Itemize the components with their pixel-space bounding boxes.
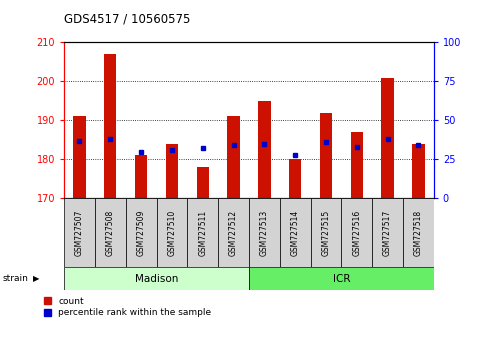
Bar <box>382 78 394 198</box>
Bar <box>197 167 209 198</box>
Legend: count, percentile rank within the sample: count, percentile rank within the sample <box>44 297 211 317</box>
FancyBboxPatch shape <box>403 198 434 267</box>
Text: GSM727512: GSM727512 <box>229 210 238 256</box>
Bar <box>135 155 147 198</box>
Text: ▶: ▶ <box>33 274 39 283</box>
Text: GSM727511: GSM727511 <box>198 210 207 256</box>
FancyBboxPatch shape <box>95 198 126 267</box>
Bar <box>104 54 116 198</box>
FancyBboxPatch shape <box>126 198 157 267</box>
FancyBboxPatch shape <box>187 198 218 267</box>
Bar <box>258 101 271 198</box>
Text: GSM727516: GSM727516 <box>352 210 361 256</box>
Text: GSM727507: GSM727507 <box>75 210 84 256</box>
Text: GSM727509: GSM727509 <box>137 210 145 256</box>
Text: GDS4517 / 10560575: GDS4517 / 10560575 <box>64 12 190 25</box>
Text: GSM727510: GSM727510 <box>168 210 176 256</box>
FancyBboxPatch shape <box>341 198 372 267</box>
Text: ICR: ICR <box>333 274 350 284</box>
Text: GSM727514: GSM727514 <box>291 210 300 256</box>
Bar <box>227 116 240 198</box>
FancyBboxPatch shape <box>249 267 434 290</box>
Text: GSM727513: GSM727513 <box>260 210 269 256</box>
Bar <box>351 132 363 198</box>
Text: Madison: Madison <box>135 274 178 284</box>
FancyBboxPatch shape <box>249 198 280 267</box>
Text: GSM727508: GSM727508 <box>106 210 115 256</box>
FancyBboxPatch shape <box>64 267 249 290</box>
Bar <box>320 113 332 198</box>
Text: GSM727518: GSM727518 <box>414 210 423 256</box>
FancyBboxPatch shape <box>280 198 311 267</box>
Bar <box>73 116 86 198</box>
FancyBboxPatch shape <box>311 198 341 267</box>
FancyBboxPatch shape <box>218 198 249 267</box>
Text: strain: strain <box>2 274 28 283</box>
Bar <box>166 144 178 198</box>
Bar <box>289 159 301 198</box>
FancyBboxPatch shape <box>157 198 187 267</box>
FancyBboxPatch shape <box>372 198 403 267</box>
Text: GSM727517: GSM727517 <box>383 210 392 256</box>
FancyBboxPatch shape <box>64 198 95 267</box>
Bar <box>412 144 424 198</box>
Text: GSM727515: GSM727515 <box>321 210 330 256</box>
